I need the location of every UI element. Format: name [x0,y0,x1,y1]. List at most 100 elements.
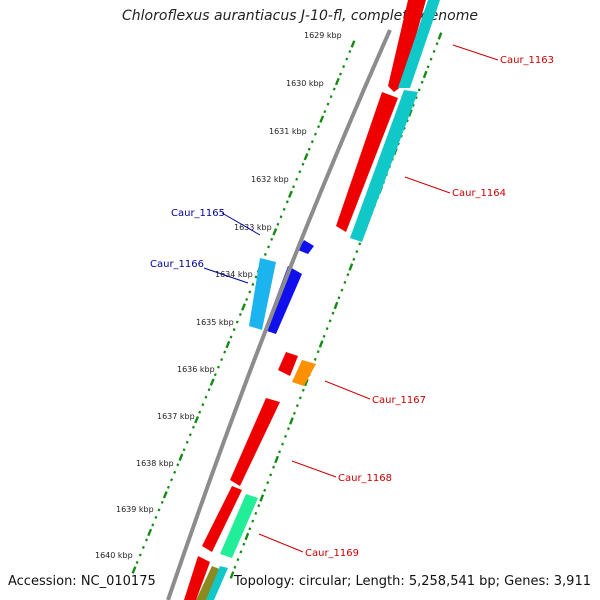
gene-next-a [184,556,210,600]
gene-label: Caur_1165 [171,208,225,219]
inner-tick [343,280,347,284]
gene-caur-1166 [264,266,302,334]
outer-tick [178,453,184,461]
outer-tick [267,245,271,249]
gene-caur-1169 [220,494,258,558]
kbp-label: 1638 kbp [136,459,174,468]
outer-tick [141,545,145,549]
outer-tick [170,478,174,482]
outer-tick [279,215,283,219]
inner-tick [414,96,418,100]
inner-tick [284,434,287,438]
kbp-label: 1632 kbp [251,175,289,184]
inner-tick [331,311,335,315]
outer-tick [138,553,142,557]
inner-tick [244,532,250,541]
inner-tick [417,88,421,92]
gene-label-leader [258,533,304,553]
outer-tick [332,87,336,91]
outer-tick [220,358,224,362]
kbp-label: 1633 kbp [234,223,272,232]
backbone-ring [166,29,392,600]
inner-tick [229,571,235,579]
outer-tick [317,125,321,129]
outer-tick [251,282,255,286]
inner-tick [303,378,309,387]
outer-tick [245,297,249,302]
outer-tick [329,95,333,99]
outer-tick [154,515,158,519]
inner-tick [432,49,436,53]
inner-tick [429,57,433,61]
inner-tick [286,427,290,431]
inner-tick [358,242,362,246]
inner-tick [340,288,344,292]
outer-tick [287,190,293,198]
gene-caur-1168 [230,398,280,486]
inner-tick [269,473,273,477]
gene-label: Caur_1167 [372,395,426,406]
outer-tick [276,222,280,226]
outer-tick [157,508,161,512]
inner-tick [278,450,282,454]
inner-tick [325,327,329,331]
outer-tick [160,500,164,504]
outer-tick [270,237,274,241]
outer-tick [232,328,236,332]
outer-tick [342,65,346,69]
gene-labels: Caur_1163 Caur_1164 Caur_1165 Caur_1166 Caur… [150,44,554,559]
outer-tick [334,77,340,86]
gene-label-leader [203,267,249,284]
topology-text: Topology: circular; Length: 5,258,541 bp… [233,574,591,589]
kbp-label: 1639 kbp [116,505,154,514]
inner-tick [352,257,356,261]
kbp-label: 1637 kbp [157,412,195,421]
inner-tick [263,488,267,492]
inner-tick [272,465,276,469]
outer-tick [194,416,200,424]
inner-tick [236,558,240,562]
outer-tick [182,448,186,452]
inner-tick [318,340,324,348]
inner-tick [407,109,413,117]
outer-tick [303,153,309,161]
outer-tick [310,140,314,144]
outer-tick [185,440,189,444]
gene-label-leader [452,44,499,61]
outer-tick [319,115,325,123]
inner-tick [281,442,284,446]
gene-label: Caur_1163 [500,55,554,66]
inner-tick [313,357,317,361]
gene-caur-1163 [388,0,426,92]
outer-tick [307,147,311,151]
outer-tick [131,566,137,574]
gene-label: Caur_1164 [452,188,506,199]
gene-label-leader [291,460,337,478]
gene-caur-1165 [298,240,314,254]
outer-tick [272,228,278,236]
gene-next-b [196,566,222,600]
inner-tick [411,103,415,107]
accession-text: Accession: NC_010175 [8,574,156,589]
gene-caur-1164 [336,92,398,232]
kbp-label: 1640 kbp [95,551,133,560]
gene-caur-1164-b [350,90,418,242]
inner-tick [426,65,430,69]
kbp-label: 1630 kbp [286,79,324,88]
gene-label-leader [221,212,261,236]
outer-tick [135,560,139,565]
outer-tick [282,207,286,211]
outer-tick [213,373,217,377]
gene-label: Caur_1168 [338,473,392,484]
inner-tick [328,319,332,323]
outer-tick [209,378,215,386]
gene-caur-1167 [292,360,316,386]
outer-tick [292,185,296,189]
outer-tick [241,303,246,311]
outer-tick [348,49,352,54]
outer-tick [198,410,202,414]
outer-tick [229,335,233,339]
outer-tick [204,395,208,399]
outer-tick [225,340,231,349]
